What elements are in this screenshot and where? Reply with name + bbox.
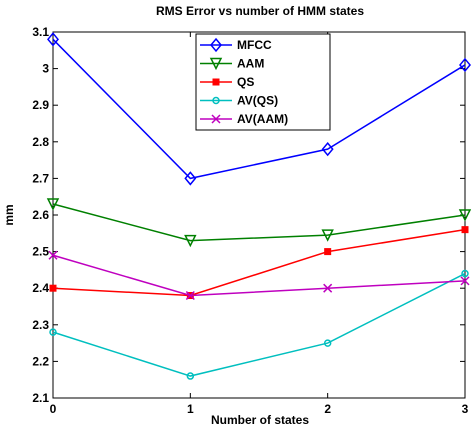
- data-point: [321, 141, 334, 157]
- data-point: [324, 248, 332, 256]
- series-mfcc: [47, 32, 471, 186]
- legend-marker: [212, 78, 220, 86]
- series-line: [52, 228, 466, 297]
- legend-marker: [212, 96, 220, 105]
- y-tick-label: 2.4: [32, 281, 49, 295]
- data-point: [46, 198, 60, 211]
- legend: MFCC AAM QS AV(QS) AV(AAM): [195, 33, 331, 131]
- series-av-aam: [48, 250, 470, 301]
- x-tick-label: 2: [324, 402, 331, 416]
- y-tick-label: 2.2: [32, 354, 49, 368]
- y-axis-label: mm: [2, 204, 16, 225]
- data-point: [323, 339, 332, 347]
- data-point: [461, 269, 469, 278]
- y-tick-label: 2.8: [32, 135, 49, 149]
- legend-label: AAM: [237, 57, 264, 71]
- series-line: [52, 272, 466, 377]
- legend-label: AV(AAM): [237, 112, 288, 126]
- y-tick-label: 2.7: [32, 171, 49, 185]
- y-tick-label: 2.9: [32, 98, 49, 112]
- data-point: [184, 234, 197, 248]
- data-point: [460, 276, 470, 286]
- legend-label: QS: [237, 75, 254, 89]
- y-tick-label: 2.1: [32, 391, 49, 405]
- legend-marker: [211, 114, 221, 124]
- series-av-qs: [49, 269, 469, 380]
- data-point: [461, 226, 469, 234]
- y-tick-label: 2.5: [32, 245, 49, 259]
- y-tick-label: 2.6: [32, 208, 49, 222]
- data-point: [458, 209, 471, 222]
- data-point: [321, 229, 334, 242]
- data-point: [49, 284, 57, 292]
- x-tick-label: 3: [462, 402, 469, 416]
- x-tick-label: 1: [187, 402, 194, 416]
- data-point: [185, 290, 195, 301]
- series-line: [52, 254, 466, 297]
- legend-label: MFCC: [237, 38, 272, 52]
- legend-marker: [210, 37, 222, 53]
- legend-marker: [209, 57, 223, 71]
- x-axis-label: Number of states: [211, 413, 309, 427]
- legend-label: AV(QS): [237, 94, 278, 108]
- series-line: [52, 203, 466, 242]
- y-tick-label: 2.3: [32, 318, 49, 332]
- data-point: [323, 283, 333, 293]
- y-tick-label: 3: [42, 62, 49, 76]
- data-point: [459, 57, 471, 73]
- data-point: [48, 250, 58, 260]
- x-tick-label: 0: [50, 402, 57, 416]
- data-point: [184, 171, 197, 186]
- data-point: [49, 328, 57, 336]
- series-aam: [46, 198, 471, 248]
- data-point: [47, 32, 59, 47]
- y-tick-label: 3.1: [32, 25, 49, 39]
- chart-title: RMS Error vs number of HMM states: [156, 4, 364, 18]
- series-line: [52, 38, 466, 180]
- data-point: [186, 372, 195, 380]
